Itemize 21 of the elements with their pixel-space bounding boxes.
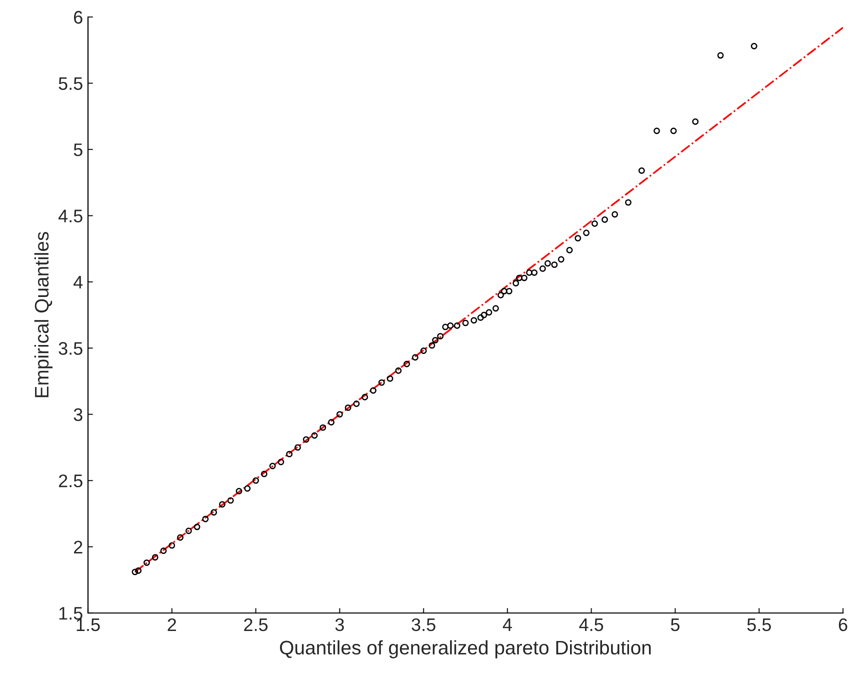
x-tick-label: 2.5: [244, 618, 268, 632]
y-tick-label: 6: [74, 10, 82, 24]
x-tick-label: 4: [502, 618, 512, 631]
y-tick-label: 2: [74, 540, 82, 554]
y-tick-label: 1.5: [59, 607, 82, 620]
y-tick-label: 4: [74, 276, 83, 288]
y-tick-label: 2.5: [58, 474, 82, 488]
y-tick-label: 4.5: [58, 210, 82, 222]
x-tick-label: 2: [168, 618, 176, 631]
x-tick-label: 3: [335, 618, 344, 632]
y-tick-label: 3: [74, 408, 82, 422]
y-axis-title: Empirical Quantiles: [34, 232, 52, 398]
x-tick-label: 5.5: [747, 618, 771, 632]
x-tick-label: 3.5: [412, 618, 436, 632]
x-tick-label: 6: [838, 618, 848, 632]
y-tick-label: 5.5: [58, 77, 82, 90]
y-tick-label: 5: [74, 144, 82, 156]
y-tick-label: 3.5: [58, 342, 82, 355]
x-tick-label: 4.5: [579, 618, 604, 632]
x-axis-title: Quantiles of generalized pareto Distribution: [280, 640, 651, 658]
x-tick-label: 5: [670, 618, 680, 632]
